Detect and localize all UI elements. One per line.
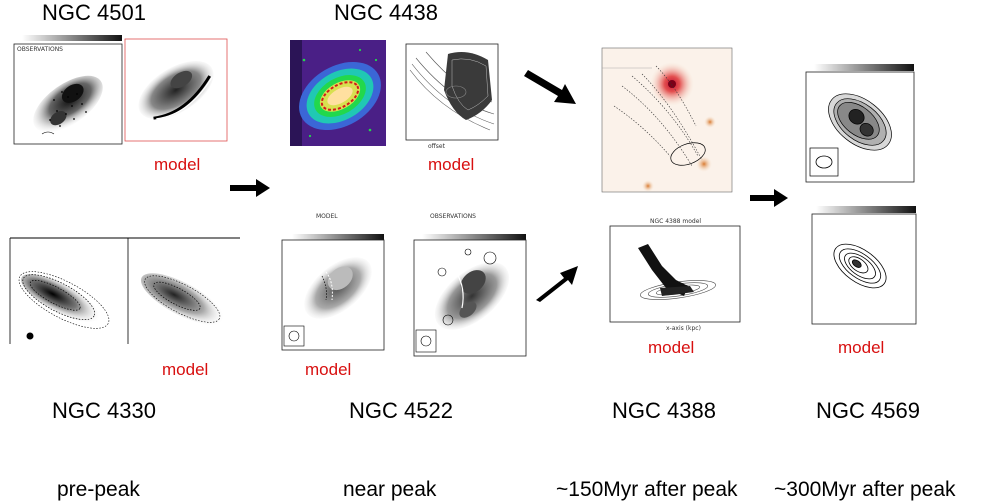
label-ngc4501: NGC 4501 [42, 0, 146, 25]
svg-text:x-axis (kpc): x-axis (kpc) [666, 325, 701, 332]
arrow-down-right-icon [524, 70, 576, 104]
arrow-right-icon [230, 179, 270, 197]
arrow-up-right-icon [536, 266, 578, 302]
ngc4330-model-label: model [162, 360, 209, 379]
ngc4388-model-label: model [648, 338, 695, 357]
phase-near-peak: near peak [343, 478, 437, 501]
ngc4522-model-label: model [305, 360, 352, 379]
ngc4569-model-label: model [838, 338, 885, 357]
ngc4438-model-panel: offset [398, 40, 500, 152]
label-ngc4569: NGC 4569 [816, 398, 920, 423]
ngc4569-observation-panel [796, 62, 916, 188]
ngc4522-obs-title: OBSERVATIONS [430, 213, 476, 220]
arrow-right-icon-2 [750, 189, 788, 207]
phase-pre-peak: pre-peak [57, 478, 140, 501]
ngc4330-observation-panel [0, 236, 124, 346]
ngc4388-model-panel: NGC 4388 model x-axis (kpc) [600, 216, 744, 334]
ngc4501-observation-panel: OBSERVATIONS [2, 34, 124, 150]
label-ngc4330: NGC 4330 [52, 398, 156, 423]
ngc4522-model-title: MODEL [316, 213, 338, 220]
ngc4388-model-title: NGC 4388 model [650, 218, 701, 225]
label-ngc4438: NGC 4438 [334, 0, 438, 25]
ngc4501-obs-title: OBSERVATIONS [17, 46, 63, 53]
ngc4438-model-label: model [428, 155, 475, 174]
label-ngc4388: NGC 4388 [612, 398, 716, 423]
phase-150myr-after-peak: ~150Myr after peak [556, 478, 738, 501]
ngc4438-observation-panel [290, 40, 386, 146]
ngc4522-model-panel: MODEL [272, 212, 392, 352]
ngc4522-observation-panel: OBSERVATIONS [400, 212, 530, 360]
ngc4501-model-label: model [154, 155, 201, 174]
phase-300myr-after-peak: ~300Myr after peak [774, 478, 956, 501]
ngc4330-model-panel [124, 236, 242, 346]
ngc4501-model-panel [124, 38, 228, 142]
ngc4569-model-panel [804, 204, 920, 326]
label-ngc4522: NGC 4522 [349, 398, 453, 423]
svg-text:offset: offset [428, 143, 446, 150]
ngc4388-observation-panel [592, 46, 734, 194]
